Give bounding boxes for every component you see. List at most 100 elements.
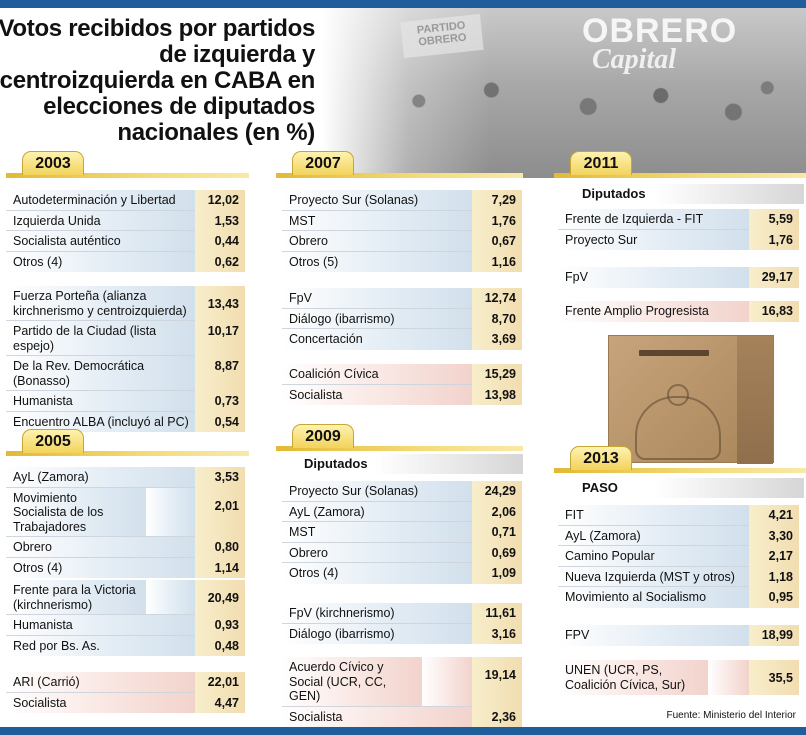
year-tab: 2009: [292, 424, 354, 448]
group-2007-b: FpV 12,74 Diálogo (ibarrismo) 8,70 Concert…: [282, 288, 522, 350]
table-row: AyL (Zamora) 3,53: [6, 467, 245, 488]
table-row: MST 0,71: [282, 522, 522, 543]
party-name: Proyecto Sur: [558, 229, 749, 250]
table-row: Red por Bs. As. 0,48: [6, 635, 245, 656]
party-name: Otros (4): [6, 557, 195, 578]
table-row: Frente de Izquierda - FIT 5,59: [558, 209, 799, 230]
vote-percent: 4,47: [195, 692, 245, 713]
party-name: Otros (4): [6, 251, 195, 272]
table-row: Obrero 0,80: [6, 537, 245, 558]
vote-percent: 29,17: [749, 267, 799, 288]
party-name: Autodeterminación y Libertad: [6, 190, 195, 211]
party-name: FpV: [282, 288, 472, 309]
spacer: [146, 580, 195, 615]
party-name: Obrero: [6, 537, 195, 558]
bottom-bar: [0, 727, 806, 735]
table-row: Otros (5) 1,16: [282, 251, 522, 272]
table-row: Humanista 0,73: [6, 391, 245, 412]
vote-percent: 0,62: [195, 251, 245, 272]
vote-percent: 13,98: [472, 384, 522, 405]
vote-percent: 10,17: [195, 321, 245, 356]
party-name: FpV: [558, 267, 749, 288]
year-tab: 2007: [292, 151, 354, 175]
table-row: Obrero 0,69: [282, 542, 522, 563]
table-row: Socialista 4,47: [6, 692, 245, 713]
vote-percent: 0,67: [472, 231, 522, 252]
party-name: Socialista auténtico: [6, 231, 195, 252]
party-name: Camino Popular: [558, 546, 749, 567]
vote-percent: 12,02: [195, 190, 245, 211]
year-rule: [6, 173, 249, 178]
protest-sign: PARTIDO OBRERO: [400, 13, 484, 59]
group-2011-c: Frente Amplio Progresista 16,83: [558, 301, 799, 322]
party-name: Proyecto Sur (Solanas): [282, 190, 472, 211]
spacer: [422, 657, 472, 707]
party-name: Concertación: [282, 329, 472, 350]
vote-percent: 8,87: [195, 356, 245, 391]
year-header-2013: 2013: [554, 446, 806, 474]
table-row: Obrero 0,67: [282, 231, 522, 252]
vote-percent: 1,14: [195, 557, 245, 578]
table-row: Movimiento Socialista de los Trabajadore…: [6, 487, 245, 537]
subtitle-diputados-2011: Diputados: [554, 184, 804, 204]
party-name: Encuentro ALBA (incluyó al PC): [6, 411, 195, 432]
party-name: Red por Bs. As.: [6, 635, 195, 656]
vote-percent: 1,76: [472, 210, 522, 231]
ballot-box-side: [737, 336, 773, 464]
vote-percent: 0,73: [195, 391, 245, 412]
vote-percent: 3,69: [472, 329, 522, 350]
vote-percent: 1,18: [749, 566, 799, 587]
party-name: Coalición Cívica: [282, 364, 472, 385]
group-2007-a: Proyecto Sur (Solanas) 7,29 MST 1,76 Obrer…: [282, 190, 522, 272]
table-row: Fuerza Porteña (alianza kirchnerismo y c…: [6, 286, 245, 321]
vote-percent: 1,53: [195, 210, 245, 231]
party-name: AyL (Zamora): [282, 501, 472, 522]
vote-percent: 2,36: [472, 706, 522, 727]
banner-text-capital: Capital: [592, 44, 677, 75]
party-name: ARI (Carrió): [6, 672, 195, 693]
party-name: De la Rev. Democrática (Bonasso): [6, 356, 195, 391]
year-header-2005: 2005: [6, 429, 249, 457]
vote-percent: 19,14: [472, 657, 522, 707]
vote-percent: 11,61: [472, 603, 522, 624]
year-header-2011: 2011: [554, 151, 806, 179]
table-row: Otros (4) 0,62: [6, 251, 245, 272]
vote-percent: 1,16: [472, 251, 522, 272]
year-rule: [276, 446, 523, 451]
group-2013-c: UNEN (UCR, PS, Coalición Cívica, Sur) 35,…: [558, 660, 799, 695]
year-rule: [554, 173, 806, 178]
table-row: FpV 29,17: [558, 267, 799, 288]
party-name: Frente de Izquierda - FIT: [558, 209, 749, 230]
spacer: [146, 487, 195, 537]
year-header-2007: 2007: [276, 151, 523, 179]
group-2009-b: FpV (kirchnerismo) 11,61 Diálogo (ibarris…: [282, 603, 522, 644]
vote-percent: 0,71: [472, 522, 522, 543]
table-row: Frente para la Victoria (kirchnerismo) 20…: [6, 580, 245, 615]
vote-percent: 35,5: [749, 660, 799, 695]
table-row: Coalición Cívica 15,29: [282, 364, 522, 385]
group-2009-c: Acuerdo Cívico y Social (UCR, CC, GEN) 19…: [282, 657, 522, 727]
source-note: Fuente: Ministerio del Interior: [666, 710, 796, 721]
year-header-2003: 2003: [6, 151, 249, 179]
vote-percent: 22,01: [195, 672, 245, 693]
table-row: Nueva Izquierda (MST y otros) 1,18: [558, 566, 799, 587]
page-title: Votos recibidos por partidos de izquierd…: [0, 15, 315, 146]
group-2009-a: Proyecto Sur (Solanas) 24,29 AyL (Zamora)…: [282, 481, 522, 584]
year-rule: [554, 468, 806, 473]
table-row: Socialista auténtico 0,44: [6, 231, 245, 252]
party-name: FpV (kirchnerismo): [282, 603, 472, 624]
party-name: Frente Amplio Progresista: [558, 301, 749, 322]
table-row: Diálogo (ibarrismo) 8,70: [282, 308, 522, 329]
party-name: Humanista: [6, 615, 195, 636]
vote-percent: 2,01: [195, 487, 245, 537]
vote-percent: 18,99: [749, 625, 799, 646]
table-row: Socialista 13,98: [282, 384, 522, 405]
party-name: FPV: [558, 625, 749, 646]
table-row: Proyecto Sur (Solanas) 24,29: [282, 481, 522, 502]
vote-percent: 12,74: [472, 288, 522, 309]
group-2013-a: FIT 4,21 AyL (Zamora) 3,30 Camino Popular 2…: [558, 505, 799, 608]
party-name: Diálogo (ibarrismo): [282, 308, 472, 329]
vote-percent: 2,17: [749, 546, 799, 567]
party-name: Humanista: [6, 391, 195, 412]
vote-percent: 3,53: [195, 467, 245, 488]
